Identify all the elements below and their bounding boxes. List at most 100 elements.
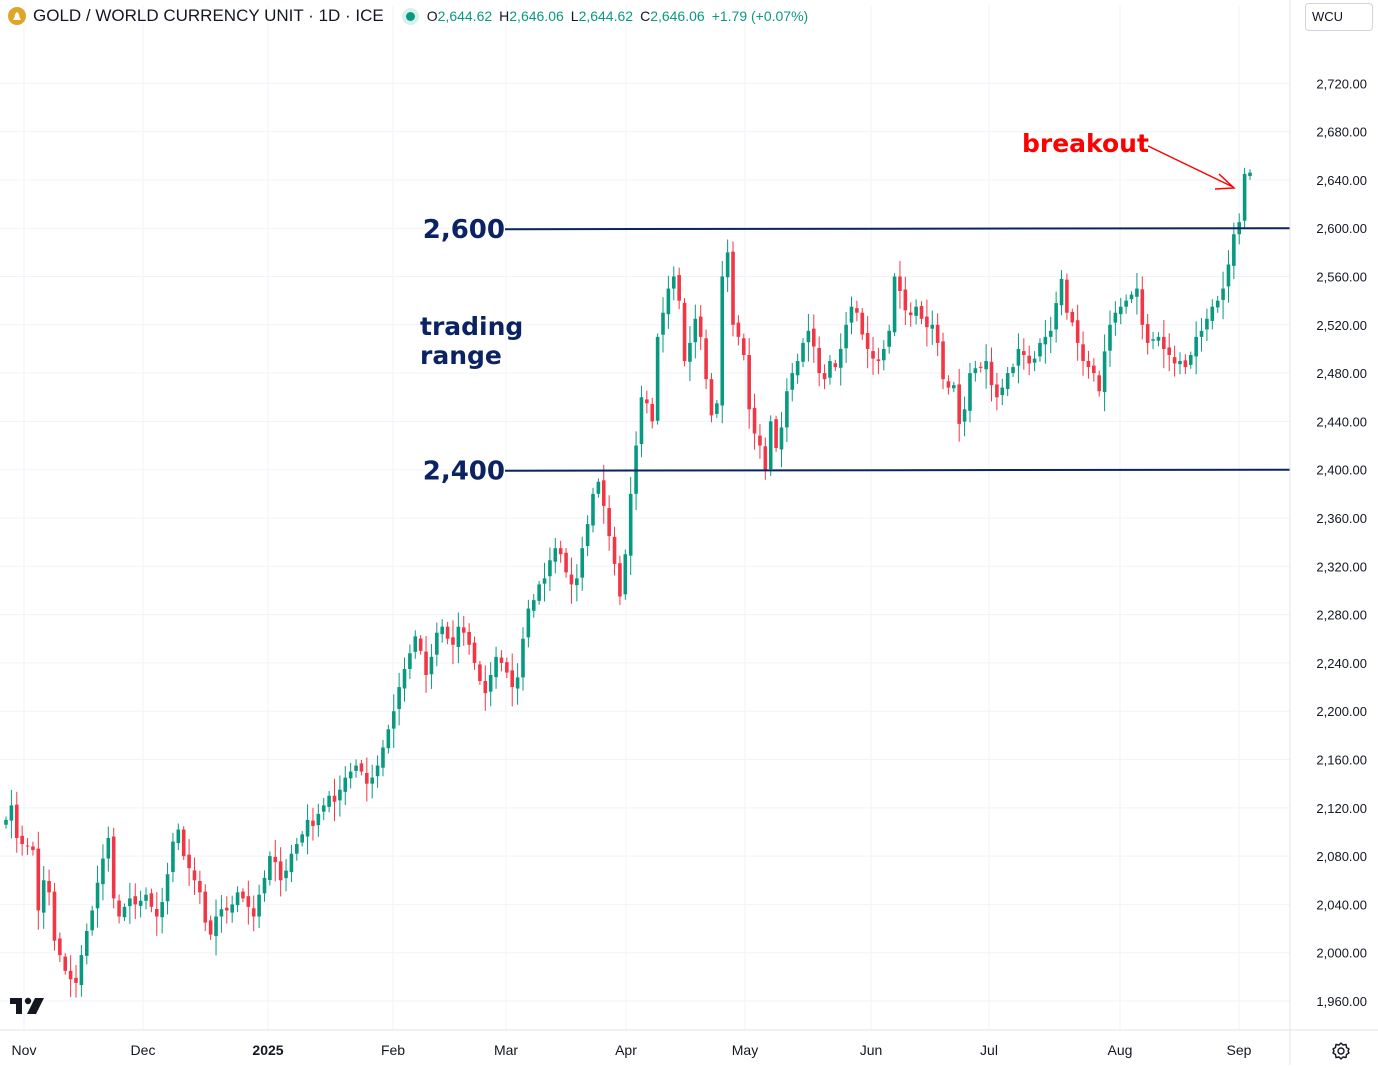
candle-body	[198, 880, 202, 893]
candle-body	[461, 627, 466, 633]
candle-body	[370, 777, 374, 784]
candle-body	[424, 651, 428, 675]
candle-body	[1205, 318, 1209, 330]
candle-body	[343, 777, 348, 792]
y-tick-label: 2,200.00	[1316, 704, 1367, 719]
candle-body	[1059, 278, 1064, 306]
candle-body	[1183, 360, 1188, 368]
candle-body	[952, 385, 956, 389]
candle-body	[1232, 234, 1236, 266]
candle-body	[359, 763, 364, 772]
trading-range-label-line1: trading	[420, 312, 523, 341]
market-status-indicator[interactable]	[405, 11, 415, 21]
candle-body	[1102, 351, 1107, 392]
candle-body	[607, 508, 611, 537]
candle-body	[741, 338, 746, 355]
y-tick-label: 2,600.00	[1316, 221, 1367, 236]
candle-body	[978, 366, 983, 368]
x-tick-label: Mar	[494, 1042, 518, 1058]
y-tick-label: 2,360.00	[1316, 511, 1367, 526]
candle-body	[1194, 336, 1198, 357]
candle-body	[63, 956, 68, 971]
close-label: C	[640, 8, 651, 24]
candle-body	[855, 308, 859, 313]
y-tick-label: 2,480.00	[1316, 366, 1367, 381]
y-tick-label: 2,640.00	[1316, 173, 1367, 188]
candle-body	[790, 373, 795, 390]
x-tick-label: Sep	[1227, 1042, 1252, 1058]
tradingview-logo-icon[interactable]	[10, 996, 46, 1021]
candle-body	[715, 403, 719, 414]
y-tick-label: 2,720.00	[1316, 76, 1367, 91]
candle-body	[817, 347, 821, 374]
candle-body	[176, 829, 181, 844]
candle-body	[257, 894, 261, 917]
x-tick-label: Jul	[980, 1042, 998, 1058]
candle-body	[440, 626, 445, 635]
candle-body	[1226, 264, 1231, 287]
candle-body	[402, 668, 407, 689]
candle-body	[935, 324, 940, 343]
candle-body	[101, 858, 105, 885]
currency-selector[interactable]: WCU	[1305, 3, 1373, 31]
level-line-2400	[504, 468, 1291, 472]
time-axis[interactable]: Nov Dec 2025 Feb Mar Apr May Jun Jul Aug Sep	[0, 1029, 1378, 1058]
candle-body	[300, 834, 304, 843]
candle-body	[693, 318, 698, 343]
candle-body	[957, 384, 961, 424]
candle-body	[1167, 347, 1172, 355]
settings-gear-icon[interactable]	[1330, 1040, 1352, 1067]
y-tick-label: 2,280.00	[1316, 608, 1367, 623]
candle-body	[1108, 324, 1112, 351]
y-tick-label: 2,320.00	[1316, 559, 1367, 574]
candle-body	[262, 877, 267, 894]
candle-body	[445, 626, 450, 639]
candle-body	[795, 361, 800, 376]
candle-body	[623, 554, 628, 595]
candle-body	[542, 578, 547, 584]
candle-body	[758, 435, 762, 446]
candle-body	[1172, 357, 1177, 364]
candle-body	[1005, 373, 1010, 390]
high-label: H	[499, 8, 510, 24]
candle-body	[128, 898, 132, 907]
candle-body	[1188, 354, 1193, 365]
candle-body	[321, 805, 326, 812]
candle-body	[806, 330, 811, 343]
candle-body	[418, 638, 423, 651]
candle-body	[908, 312, 913, 316]
y-tick-label: 2,040.00	[1316, 897, 1367, 912]
candle-body	[930, 324, 935, 329]
x-tick-label: 2025	[252, 1042, 283, 1058]
y-tick-label: 2,520.00	[1316, 318, 1367, 333]
candle-body	[1162, 336, 1166, 349]
candle-body	[181, 829, 186, 857]
symbol-title[interactable]: GOLD / WORLD CURRENCY UNIT · 1D · ICE	[33, 6, 384, 25]
candle-body	[1043, 336, 1048, 345]
price-axis[interactable]: 2,720.00 2,680.00 2,640.00 2,600.00 2,560.00…	[1289, 0, 1367, 1065]
candle-body	[989, 361, 994, 386]
candle-body	[386, 729, 391, 749]
close-value: 2,646.06	[650, 8, 705, 24]
candle-body	[214, 916, 218, 937]
candle-body	[763, 446, 768, 470]
candle-body	[316, 813, 321, 826]
y-tick-label: 2,680.00	[1316, 125, 1367, 140]
candle-body	[946, 381, 951, 388]
candle-body	[892, 276, 897, 333]
candle-body	[122, 906, 127, 918]
candle-body	[1151, 339, 1155, 341]
level-line-2600	[504, 227, 1291, 231]
candle-body	[488, 674, 493, 692]
candle-body	[14, 804, 19, 839]
candle-body	[731, 251, 735, 325]
candle-body	[618, 563, 622, 597]
candle-body	[639, 397, 644, 445]
high-value: 2,646.06	[509, 8, 564, 24]
candle-body	[962, 409, 967, 422]
candle-body	[9, 805, 14, 821]
candle-body	[1145, 324, 1150, 343]
candle-body	[521, 638, 525, 678]
x-tick-label: May	[732, 1042, 758, 1058]
